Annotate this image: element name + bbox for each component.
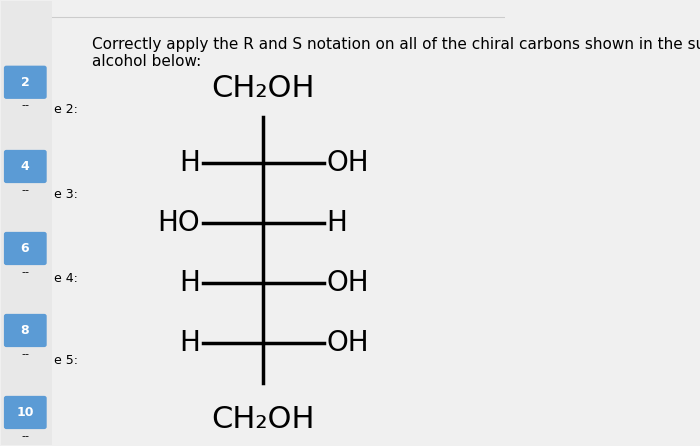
Text: --: -- [21,185,29,195]
FancyBboxPatch shape [4,232,47,265]
Text: H: H [179,329,200,357]
Text: OH: OH [326,329,369,357]
Text: HO: HO [158,209,200,237]
Text: e 2:: e 2: [54,103,78,116]
Text: --: -- [21,100,29,111]
Text: CH₂OH: CH₂OH [211,405,315,434]
Text: e 3:: e 3: [54,188,78,201]
Text: H: H [326,209,347,237]
Text: CH₂OH: CH₂OH [211,74,315,103]
FancyBboxPatch shape [4,150,47,183]
Text: --: -- [21,431,29,441]
Text: --: -- [21,267,29,277]
Text: 6: 6 [21,242,29,255]
Text: 10: 10 [16,406,34,419]
FancyBboxPatch shape [4,396,47,429]
Text: H: H [179,149,200,177]
Text: 4: 4 [21,160,29,173]
FancyBboxPatch shape [4,66,47,99]
Text: e 4:: e 4: [54,272,78,285]
FancyBboxPatch shape [1,1,52,445]
Text: --: -- [21,349,29,359]
Text: e 5:: e 5: [54,354,78,367]
Text: OH: OH [326,149,369,177]
Text: Correctly apply the R and S notation on all of the chiral carbons shown in the s: Correctly apply the R and S notation on … [92,37,700,69]
Text: 2: 2 [21,75,29,89]
Text: OH: OH [326,269,369,297]
FancyBboxPatch shape [4,314,47,347]
Text: 8: 8 [21,324,29,337]
Text: H: H [179,269,200,297]
